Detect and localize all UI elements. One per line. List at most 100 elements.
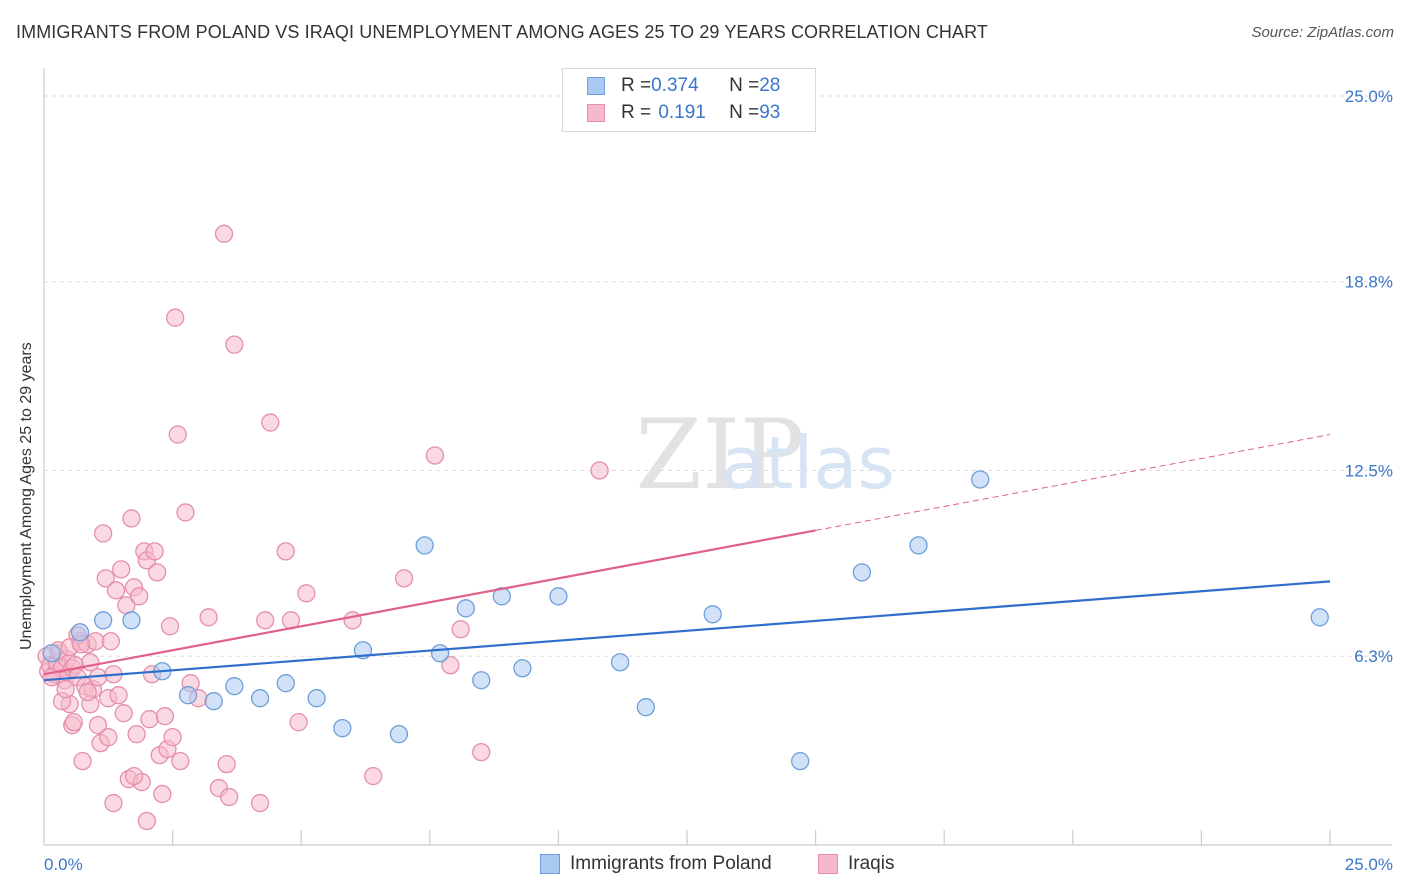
poland-point [610, 653, 630, 672]
legend-item-iraqi[interactable]: Iraqis [818, 852, 894, 876]
chart-title: IMMIGRANTS FROM POLAND VS IRAQI UNEMPLOY… [16, 22, 989, 42]
poland-point [415, 536, 434, 555]
iraqi-point [99, 727, 118, 747]
series-poland-points [42, 470, 1329, 771]
iraqi-point [130, 587, 149, 606]
iraqi-point [145, 542, 164, 561]
iraqi-point [441, 656, 460, 675]
correlation-legend: R = 0.374 N = 28 R = 0.191 N = 93 [562, 68, 816, 132]
iraqi-legend-swatch [818, 854, 838, 874]
iraqi-point [166, 308, 185, 327]
y-tick-label: 25.0% [1345, 87, 1393, 106]
poland-trend-line [43, 580, 1331, 682]
poland-point [430, 644, 450, 663]
poland-point [909, 536, 928, 555]
poland-point [250, 689, 270, 708]
tick-labels: 6.3% 12.5% 18.8% 25.0% 0.0% 25.0% [44, 87, 1393, 874]
poland-point [204, 692, 223, 711]
iraqi-r-label: R = [621, 102, 652, 123]
iraqi-point [250, 793, 270, 813]
poland-point [333, 719, 352, 738]
iraqi-point [94, 524, 113, 543]
iraqi-point [56, 680, 75, 699]
iraqi-point [225, 335, 244, 354]
iraqi-point [217, 754, 236, 774]
y-tick-label: 6.3% [1354, 647, 1393, 666]
iraqi-point [122, 509, 141, 528]
iraqi-point [78, 683, 97, 702]
iraqi-point [64, 713, 83, 732]
poland-point [472, 671, 491, 690]
iraqi-point [297, 584, 316, 603]
iraqi-point [425, 446, 445, 465]
iraqi-point [220, 787, 239, 807]
iraqi-point [114, 704, 133, 723]
iraqi-point [364, 766, 383, 786]
legend-row-iraqi: R = 0.191 N = 93 [587, 101, 780, 125]
iraqi-point [137, 811, 157, 831]
iraqi-point [96, 569, 115, 588]
poland-point [549, 587, 568, 606]
iraqi-point [261, 413, 280, 432]
iraqi-point [106, 581, 126, 600]
iraqi-point [148, 563, 167, 582]
iraqi-point [472, 742, 491, 762]
iraqi-point [127, 724, 146, 744]
iraqi-point [276, 542, 295, 561]
iraqi-point [214, 224, 234, 243]
iraqi-point [451, 620, 470, 639]
poland-point [852, 563, 872, 582]
poland-point [636, 698, 655, 717]
trend-lines [43, 434, 1331, 682]
poland-n-label: N = [729, 75, 760, 96]
source-label: Source: ZipAtlas.com [1251, 24, 1394, 41]
poland-swatch [587, 77, 605, 95]
poland-r-label: R = [621, 75, 652, 96]
poland-point [225, 677, 244, 696]
iraqi-point [590, 461, 609, 480]
poland-point [791, 751, 810, 771]
poland-legend-label: Immigrants from Poland [570, 853, 772, 874]
iraqi-point [343, 611, 362, 630]
iraqi-trend-extension [815, 434, 1331, 531]
iraqi-point [101, 632, 121, 651]
y-tick-label: 18.8% [1345, 273, 1393, 292]
series-iraqi-points [37, 224, 609, 831]
iraqi-point [73, 751, 92, 771]
poland-point [971, 470, 990, 489]
watermark-zip: ZIP [635, 399, 804, 511]
iraqi-point [124, 766, 144, 786]
x-tick-label: 25.0% [1345, 855, 1393, 874]
iraqi-point [163, 727, 182, 747]
poland-point [513, 659, 532, 678]
iraqi-swatch [587, 104, 605, 122]
iraqi-point [153, 784, 172, 804]
iraqi-point [199, 608, 218, 627]
legend-item-poland[interactable]: Immigrants from Poland [540, 852, 772, 876]
poland-legend-swatch [540, 854, 560, 874]
poland-r-value: 0.374 [651, 75, 699, 96]
iraqi-trend-line [43, 529, 816, 676]
poland-point [389, 724, 409, 744]
y-tick-label: 12.5% [1345, 461, 1393, 480]
poland-n-value: 28 [759, 75, 781, 96]
poland-point [42, 644, 61, 663]
poland-point [276, 674, 295, 693]
iraqi-legend-label: Iraqis [848, 853, 895, 874]
iraqi-point [394, 569, 414, 588]
poland-point [456, 599, 475, 618]
x-tick-label: 0.0% [44, 855, 83, 874]
iraqi-point [140, 710, 159, 729]
iraqi-point [160, 617, 180, 636]
poland-point [1310, 608, 1329, 627]
poland-point [94, 611, 113, 630]
legend-row-poland: R = 0.374 N = 28 [587, 74, 780, 98]
poland-point [178, 686, 198, 705]
iraqi-point [109, 686, 128, 705]
iraqi-point [112, 560, 131, 579]
iraqi-n-label: N = [729, 102, 760, 123]
poland-point [122, 611, 141, 630]
iraqi-point [81, 653, 100, 672]
iraqi-point [168, 425, 187, 444]
